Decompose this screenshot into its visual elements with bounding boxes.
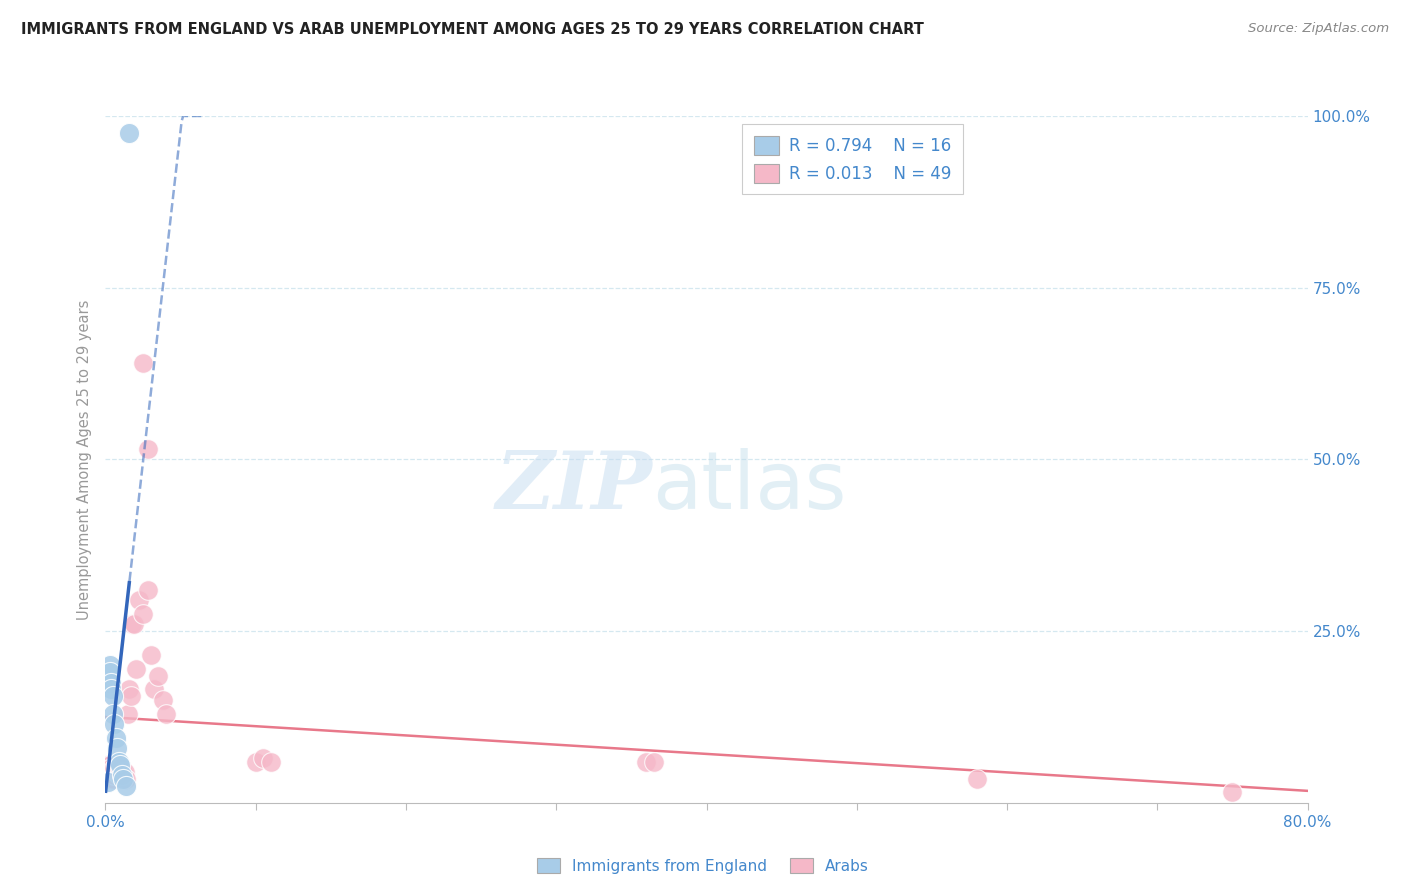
Point xyxy=(117,706,139,721)
Point xyxy=(100,768,122,782)
Point xyxy=(97,761,120,775)
Point xyxy=(104,764,127,779)
Point xyxy=(118,682,141,697)
Text: ZIP: ZIP xyxy=(495,448,652,525)
Point xyxy=(128,593,150,607)
Point xyxy=(111,768,134,782)
Text: Source: ZipAtlas.com: Source: ZipAtlas.com xyxy=(1249,22,1389,36)
Point xyxy=(98,758,121,772)
Point xyxy=(100,675,122,690)
Text: atlas: atlas xyxy=(652,448,846,526)
Legend: R = 0.794    N = 16, R = 0.013    N = 49: R = 0.794 N = 16, R = 0.013 N = 49 xyxy=(742,124,963,194)
Point xyxy=(112,764,135,779)
Point xyxy=(136,582,159,597)
Point xyxy=(118,126,141,140)
Point xyxy=(132,607,155,621)
Point xyxy=(98,764,121,779)
Point xyxy=(1222,785,1244,799)
Point xyxy=(245,755,267,769)
Point xyxy=(966,772,988,786)
Point xyxy=(115,779,138,793)
Point xyxy=(121,617,143,632)
Point xyxy=(636,755,658,769)
Point xyxy=(120,690,142,704)
Point xyxy=(103,761,125,775)
Point xyxy=(110,758,132,772)
Point xyxy=(260,755,283,769)
Point xyxy=(97,775,120,789)
Point xyxy=(101,764,124,779)
Point xyxy=(136,442,159,456)
Point xyxy=(98,772,121,786)
Point xyxy=(97,758,120,772)
Legend: Immigrants from England, Arabs: Immigrants from England, Arabs xyxy=(531,852,875,880)
Text: IMMIGRANTS FROM ENGLAND VS ARAB UNEMPLOYMENT AMONG AGES 25 TO 29 YEARS CORRELATI: IMMIGRANTS FROM ENGLAND VS ARAB UNEMPLOY… xyxy=(21,22,924,37)
Point xyxy=(96,758,118,772)
Point xyxy=(124,662,146,676)
Point xyxy=(146,669,169,683)
Point xyxy=(110,761,132,775)
Point xyxy=(107,740,129,755)
Point xyxy=(111,768,134,782)
Point xyxy=(101,690,124,704)
Point xyxy=(122,617,145,632)
Point xyxy=(98,658,121,673)
Point xyxy=(103,768,125,782)
Point xyxy=(252,751,274,765)
Point xyxy=(115,772,138,786)
Point xyxy=(132,356,155,370)
Point xyxy=(103,716,125,731)
Point xyxy=(101,772,124,786)
Point xyxy=(97,768,120,782)
Point xyxy=(100,761,122,775)
Point xyxy=(108,755,131,769)
Point xyxy=(107,761,129,775)
Point xyxy=(643,755,665,769)
Point xyxy=(100,682,122,697)
Y-axis label: Unemployment Among Ages 25 to 29 years: Unemployment Among Ages 25 to 29 years xyxy=(76,299,91,620)
Point xyxy=(96,768,118,782)
Point xyxy=(112,772,135,786)
Point xyxy=(155,706,177,721)
Point xyxy=(142,682,165,697)
Point xyxy=(101,706,124,721)
Point xyxy=(108,768,131,782)
Point xyxy=(98,665,121,680)
Point xyxy=(104,758,127,772)
Point xyxy=(104,731,127,745)
Point xyxy=(114,764,136,779)
Point xyxy=(139,648,162,662)
Point xyxy=(152,692,174,706)
Point xyxy=(110,768,132,782)
